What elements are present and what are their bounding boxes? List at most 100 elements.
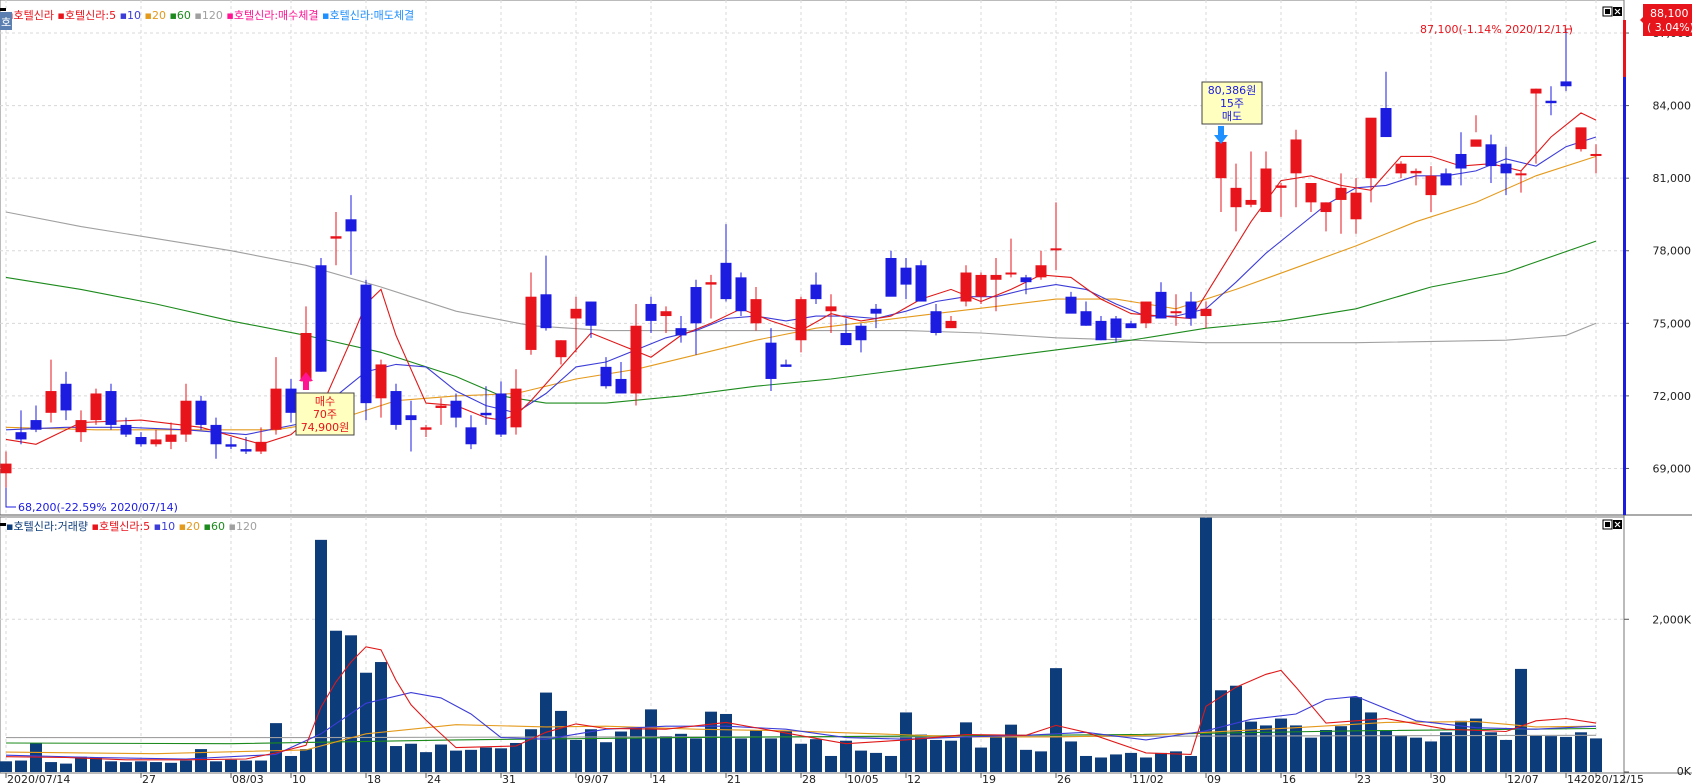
volume-panel-window-icons[interactable] [1602, 519, 1622, 530]
candle-55 [825, 294, 837, 333]
candle-body-32 [480, 412, 492, 416]
volume-bar-26 [390, 746, 402, 772]
volume-bar-106 [1590, 738, 1602, 772]
current-price-box [1643, 4, 1692, 36]
legend-item-2[interactable]: ▪10 [116, 9, 141, 22]
volume-bar-57 [855, 750, 867, 772]
volume-legend: ▪호텔신라:거래량 ▪호텔신라:5 ▪10 ▪20 ▪60 ▪120 [0, 520, 257, 533]
legend-item-0[interactable]: ▪호텔신라:거래량 [6, 520, 88, 533]
current-price-label: 88,100 [1650, 7, 1689, 20]
volume-bar-60 [900, 712, 912, 772]
candle-body-84 [1260, 168, 1272, 213]
candle-51 [765, 328, 777, 392]
candle-103 [1545, 86, 1557, 116]
candle-14 [210, 417, 222, 459]
volume-bar-93 [1395, 735, 1407, 772]
legend-item-2[interactable]: ▪10 [150, 520, 175, 533]
candle-54 [810, 272, 822, 304]
candle-body-93 [1395, 163, 1407, 174]
volume-bar-25 [375, 662, 387, 772]
candle-78 [1170, 294, 1182, 326]
legend-item-5[interactable]: ▪120 [225, 520, 257, 533]
current-price-bar-up [1623, 20, 1626, 77]
volume-bar-98 [1470, 718, 1482, 772]
price-tick-label-5: 84,000 [1653, 100, 1692, 113]
candle-body-2 [30, 420, 42, 430]
candle-body-54 [810, 284, 822, 300]
volume-bar-37 [555, 710, 567, 772]
legend-item-5[interactable]: ▪120 [191, 9, 223, 22]
legend-item-4[interactable]: ▪60 [166, 9, 191, 22]
volume-bar-87 [1305, 737, 1317, 772]
legend-item-1[interactable]: ▪호텔신라:5 [54, 9, 116, 22]
candle-94 [1410, 168, 1422, 186]
price-tick-label-3: 78,000 [1653, 245, 1692, 258]
candle-53 [795, 296, 807, 353]
volume-bar-69 [1035, 751, 1047, 772]
volume-bar-49 [735, 738, 747, 772]
candle-99 [1485, 134, 1497, 184]
candle-7 [105, 383, 117, 430]
candle-body-18 [270, 388, 282, 430]
corner-tab[interactable] [0, 12, 12, 30]
legend-item-0[interactable]: ▪호텔신라 [6, 9, 54, 22]
vol20-line [5, 721, 1597, 755]
date-tick-label-9: 21 [727, 773, 741, 783]
volume-bar-67 [1005, 724, 1017, 772]
price-tick-label-0: 69,000 [1653, 462, 1692, 475]
date-tick-label-22: 2020/12/15 [1581, 773, 1644, 783]
candle-19 [285, 378, 297, 423]
candle-body-69 [1035, 265, 1047, 278]
date-axis: 2020/07/14 27 08/03 10 18 24 31 09/07 14 21 28 10/0… [5, 773, 1644, 783]
price-panel-window-icons[interactable] [1602, 6, 1622, 17]
volume-bar-71 [1065, 741, 1077, 772]
legend-item-6[interactable]: ▪호텔신라:매수체결 [223, 9, 319, 22]
volume-bar-74 [1110, 754, 1122, 772]
candle-61 [915, 260, 927, 302]
volume-tick-label-0: 0K [1677, 765, 1692, 778]
volume-bar-83 [1245, 721, 1257, 772]
candle-body-62 [930, 311, 942, 333]
candle-body-49 [735, 277, 747, 312]
volume-bar-95 [1425, 741, 1437, 772]
candle-106 [1590, 144, 1602, 174]
high-price-label: 87,100(-1.14% 2020/12/11) [1420, 23, 1573, 36]
price-panel [0, 0, 1625, 516]
candle-body-50 [750, 299, 762, 324]
candle-body-73 [1095, 320, 1107, 341]
buy-marker[interactable]: 매수 70주 74,900원 [295, 372, 355, 436]
candle-84 [1260, 151, 1272, 213]
candle-72 [1080, 301, 1092, 326]
candle-6 [90, 388, 102, 425]
volume-bar-5 [75, 756, 87, 772]
candle-body-102 [1530, 88, 1542, 94]
volume-bar-40 [600, 742, 612, 772]
buy-box-line-2: 70주 [313, 408, 337, 421]
candle-body-81 [1215, 141, 1227, 179]
legend-item-3[interactable]: ▪20 [141, 9, 166, 22]
candle-body-46 [690, 287, 702, 324]
legend-item-3[interactable]: ▪20 [175, 520, 200, 533]
candle-body-89 [1335, 187, 1347, 200]
candle-body-45 [675, 328, 687, 336]
volume-axis: 0K 2,000K [1624, 613, 1692, 778]
volume-bar-43 [645, 709, 657, 772]
volume-bar-19 [285, 755, 297, 772]
volume-bar-41 [615, 731, 627, 772]
volume-bar-63 [945, 740, 957, 772]
sell-marker[interactable]: 80,386원 15주 매도 [1201, 81, 1263, 144]
candle-body-25 [375, 364, 387, 399]
volume-moving-average-lines [5, 646, 1597, 761]
legend-item-1[interactable]: ▪호텔신라:5 [88, 520, 150, 533]
volume-tick-label-1: 2,000K [1652, 613, 1691, 626]
candle-43 [645, 296, 657, 333]
candle-71 [1065, 291, 1077, 314]
legend-item-4[interactable]: ▪60 [200, 520, 225, 533]
volume-bar-89 [1335, 726, 1347, 772]
candle-body-87 [1305, 183, 1317, 203]
candle-42 [630, 303, 642, 406]
volume-bar-4 [60, 763, 72, 772]
candle-body-80 [1200, 308, 1212, 317]
legend-item-7[interactable]: ▪호텔신라:매도체결 [319, 9, 415, 22]
price-tick-label-2: 75,000 [1653, 317, 1692, 330]
